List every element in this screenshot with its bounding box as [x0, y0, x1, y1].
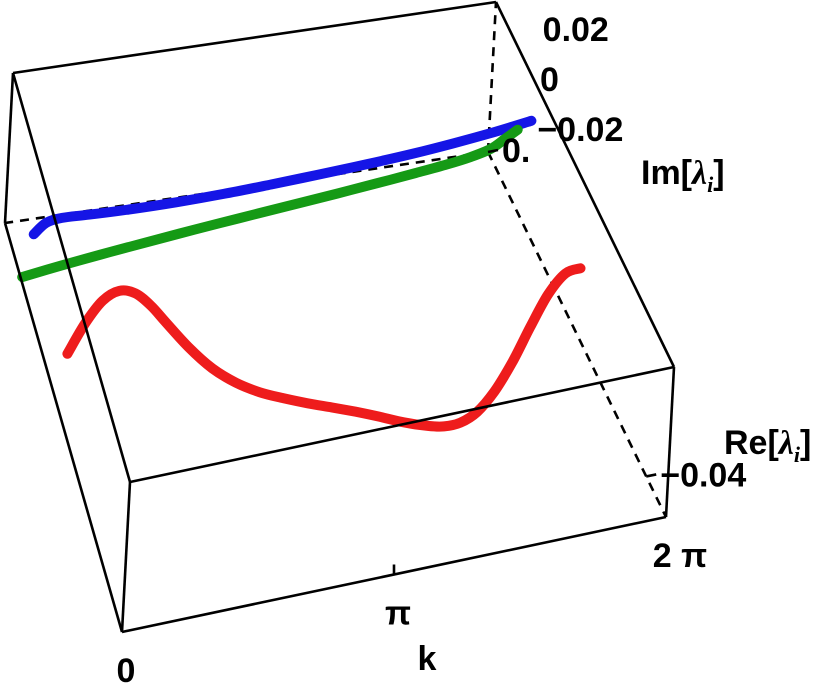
axis-tick-labels: 0 π 2 π 0. −0.04 0.02 0 −0.02 [117, 11, 747, 686]
z-axis-label: Im[λi] [641, 154, 725, 197]
y-tick-mark [487, 148, 499, 154]
y-axis-label: Re[λi] [724, 424, 811, 467]
x-axis-label: k [418, 640, 437, 678]
box-edge-back-left-vertical [3, 72, 15, 224]
box-edge-top-right [494, 1, 676, 368]
y-tick-label-1: 0. [502, 132, 530, 170]
y-tick-mark [645, 473, 657, 478]
x-tick-label-2: π [385, 595, 411, 633]
z-tick-label-1: 0.02 [543, 11, 609, 49]
z-tick-label-2: 0 [540, 61, 559, 99]
series-curve-1 [62, 263, 586, 432]
series-curve-3 [17, 124, 523, 283]
box-edge-back-bottom-re [486, 151, 668, 518]
data-curves [17, 115, 586, 432]
z-tick-label-3: −0.02 [537, 111, 623, 149]
box-edge-front-right-vertical [664, 366, 676, 518]
bounding-box-visible-edges [3, 0, 676, 634]
box-edge-front-left-vertical [120, 481, 132, 633]
x-tick-label-1: 0 [117, 652, 136, 686]
y-tick-label-2: −0.04 [660, 456, 746, 494]
box-edge-left-bottom [3, 222, 124, 633]
box-edge-top-left [11, 72, 132, 483]
axis-ticks [392, 148, 657, 575]
box-edge-top-front [129, 365, 675, 484]
series-curve-2 [28, 115, 537, 240]
x-tick-label-3: 2 π [653, 537, 707, 575]
box-edge-top-back [12, 0, 497, 75]
